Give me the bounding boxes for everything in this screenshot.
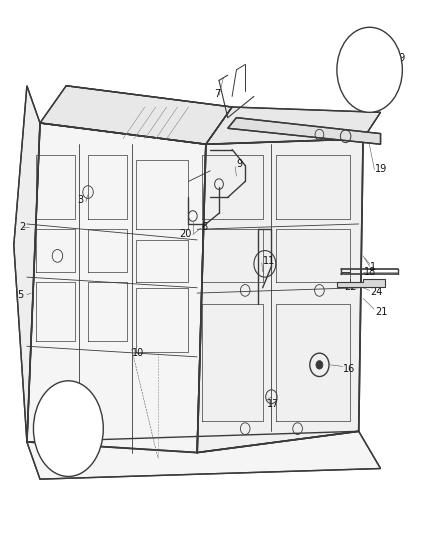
Text: 5: 5 <box>17 289 24 300</box>
Polygon shape <box>27 431 381 479</box>
Text: 11: 11 <box>263 256 275 266</box>
Text: 21: 21 <box>375 306 387 317</box>
Text: 22: 22 <box>345 282 357 292</box>
Text: 16: 16 <box>343 364 356 374</box>
Text: 9: 9 <box>237 159 243 169</box>
Polygon shape <box>27 123 206 453</box>
Text: 18: 18 <box>364 267 376 277</box>
Text: 17: 17 <box>267 399 279 409</box>
Ellipse shape <box>337 27 403 112</box>
Circle shape <box>316 361 323 369</box>
Polygon shape <box>228 118 381 144</box>
Text: 2: 2 <box>19 222 25 232</box>
Polygon shape <box>40 86 232 144</box>
Text: 10: 10 <box>132 348 144 358</box>
Text: 19: 19 <box>394 53 406 63</box>
Text: 20: 20 <box>179 229 191 239</box>
Ellipse shape <box>33 381 103 477</box>
Text: 15: 15 <box>77 436 89 446</box>
Polygon shape <box>14 86 40 442</box>
Text: 6: 6 <box>201 222 208 232</box>
Polygon shape <box>206 107 381 144</box>
Text: 7: 7 <box>215 88 221 99</box>
Polygon shape <box>337 279 385 287</box>
Text: 24: 24 <box>371 287 383 297</box>
Polygon shape <box>197 139 363 453</box>
Text: 3: 3 <box>77 195 83 205</box>
Text: 19: 19 <box>375 164 388 174</box>
Text: 1: 1 <box>370 262 376 271</box>
